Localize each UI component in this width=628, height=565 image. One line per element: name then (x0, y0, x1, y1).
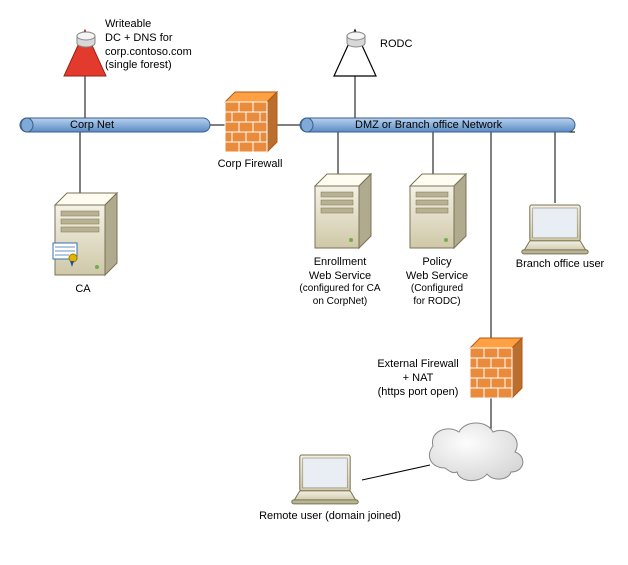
external-firewall-label: External Firewall+ NAT(https port open) (368, 358, 468, 399)
ca-label: CA (68, 283, 98, 297)
policy-ws-icon (410, 174, 466, 248)
branch-user-icon (522, 205, 588, 254)
remote-user-label: Remote user (domain joined) (250, 510, 410, 524)
corp-firewall-label: Corp Firewall (210, 158, 290, 172)
writeable-dc-label: WriteableDC + DNS forcorp.contoso.com(si… (105, 18, 215, 73)
enrollment-ws-icon (315, 174, 371, 248)
rodc-icon (334, 30, 376, 76)
ca-server-icon (53, 193, 117, 275)
remote-user-icon (292, 455, 358, 504)
corp-net-label: Corp Net (70, 119, 114, 133)
external-firewall-icon (470, 338, 522, 398)
policy-ws-sublabel: (Configuredfor RODC) (400, 283, 474, 308)
corp-firewall-icon (225, 92, 277, 152)
branch-user-label: Branch office user (510, 258, 610, 272)
enrollment-ws-sublabel: (configured for CAon CorpNet) (293, 283, 387, 308)
dmz-net-label: DMZ or Branch office Network (355, 119, 502, 133)
cloud-icon (429, 423, 522, 481)
corp-net-pipe (20, 118, 210, 132)
writeable-dc-icon (64, 30, 106, 76)
rodc-label: RODC (380, 38, 430, 52)
enrollment-ws-label: EnrollmentWeb Service (298, 256, 382, 284)
policy-ws-label: PolicyWeb Service (398, 256, 476, 284)
